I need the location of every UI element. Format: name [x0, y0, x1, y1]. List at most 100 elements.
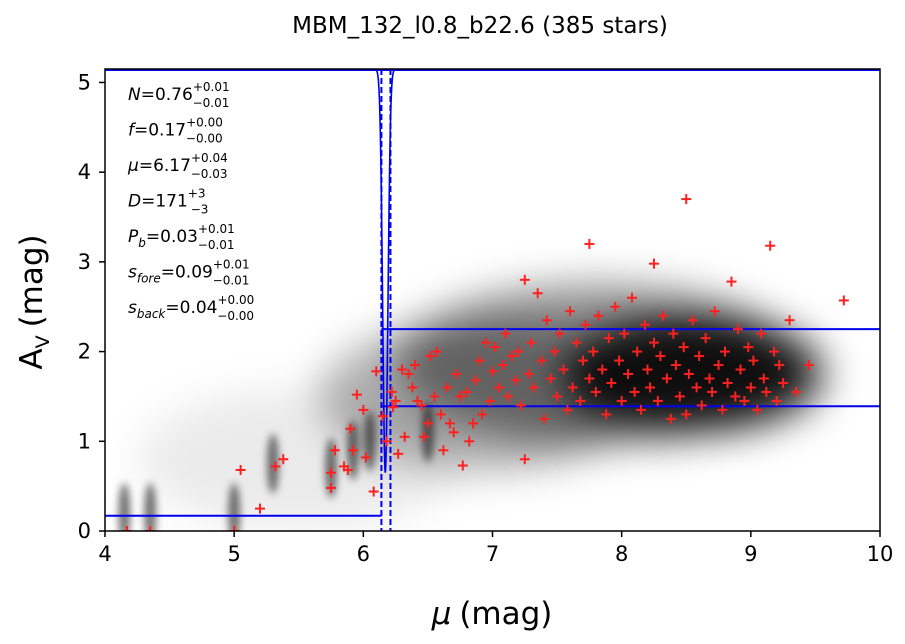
x-axis-unit: (mag)	[459, 596, 552, 632]
y-axis-symbol: A	[14, 348, 50, 369]
star-point	[648, 258, 659, 269]
star-point	[748, 355, 759, 366]
star-point	[438, 445, 449, 456]
star-point	[758, 373, 769, 384]
star-point	[554, 328, 565, 339]
star-point	[386, 386, 397, 397]
star-point	[416, 400, 427, 411]
star-point	[539, 413, 550, 424]
star-point	[442, 382, 453, 393]
star-point	[474, 355, 485, 366]
star-point	[642, 364, 653, 375]
star-point	[791, 386, 802, 397]
star-point	[451, 369, 462, 380]
star-point	[562, 404, 573, 415]
parameter-annotation: sback=0.04+0.00 −0.00	[128, 293, 254, 323]
star-point	[407, 382, 418, 393]
star-point	[774, 360, 785, 371]
star-point	[487, 366, 498, 377]
star-point	[229, 526, 240, 531]
star-point	[597, 364, 608, 375]
star-point	[756, 328, 767, 339]
star-point	[410, 360, 420, 371]
star-point	[503, 391, 513, 402]
star-point	[694, 351, 705, 362]
star-point	[470, 375, 481, 386]
star-point	[571, 337, 582, 348]
y-tick-label: 1	[78, 429, 91, 453]
density-faint	[138, 389, 459, 530]
star-point	[771, 395, 782, 406]
star-point	[444, 418, 455, 429]
star-point	[735, 364, 746, 375]
star-point	[707, 386, 718, 397]
parameter-annotation: N=0.76+0.01 −0.01	[128, 80, 230, 110]
density-streak	[266, 433, 279, 494]
star-point	[739, 395, 750, 406]
star-point	[700, 333, 711, 344]
star-point	[345, 423, 356, 434]
star-point	[235, 464, 246, 475]
density-streak	[421, 402, 434, 463]
star-point	[601, 409, 612, 420]
star-point	[399, 431, 410, 442]
star-point	[390, 395, 401, 406]
star-point	[368, 486, 379, 497]
star-point	[565, 306, 575, 317]
star-point	[121, 526, 132, 531]
star-point	[536, 355, 547, 366]
star-point	[381, 436, 392, 447]
star-point	[506, 351, 517, 362]
star-point	[645, 382, 656, 393]
star-point	[803, 360, 814, 371]
y-tick-label: 3	[78, 250, 91, 274]
parameter-annotation: D=171+3 −3	[128, 187, 208, 217]
star-point	[603, 333, 614, 344]
star-point	[519, 274, 530, 285]
star-point	[580, 319, 591, 330]
star-point	[722, 377, 733, 388]
star-point	[632, 346, 643, 357]
star-markers	[121, 194, 849, 531]
x-tick-label: 10	[867, 542, 894, 566]
star-point	[648, 337, 659, 348]
density-layer	[105, 69, 880, 531]
y-tick-label: 2	[78, 340, 91, 364]
star-point	[455, 391, 466, 402]
star-point	[422, 418, 433, 429]
star-point	[761, 386, 772, 397]
star-point	[627, 292, 637, 303]
star-point	[784, 315, 795, 326]
star-point	[500, 328, 511, 339]
star-point	[552, 391, 563, 402]
star-point	[468, 418, 479, 429]
y-tick-label: 5	[78, 70, 91, 94]
star-point	[629, 386, 640, 397]
star-point	[435, 409, 446, 420]
star-point	[745, 382, 756, 393]
star-point	[674, 391, 685, 402]
star-point	[549, 346, 560, 357]
star-point	[464, 436, 475, 447]
star-point	[610, 301, 621, 312]
star-point	[477, 409, 488, 420]
star-point	[652, 395, 663, 406]
star-point	[661, 373, 672, 384]
star-point	[588, 346, 599, 357]
star-point	[255, 503, 265, 514]
star-point	[403, 369, 414, 380]
x-tick-label: 8	[615, 542, 628, 566]
parameter-annotation: Pb=0.03+0.01 −0.01	[128, 222, 235, 252]
density-streak	[144, 483, 157, 531]
parameter-annotation: sfore=0.09+0.01 −0.01	[128, 258, 250, 288]
star-point	[326, 467, 337, 478]
star-point	[577, 355, 588, 366]
star-point	[558, 364, 569, 375]
star-point	[326, 482, 337, 493]
star-point	[665, 413, 676, 424]
x-axis-label: μ (mag)	[431, 596, 553, 632]
x-tick-label: 4	[98, 542, 111, 566]
star-point	[743, 342, 754, 353]
density-streak	[228, 483, 241, 531]
